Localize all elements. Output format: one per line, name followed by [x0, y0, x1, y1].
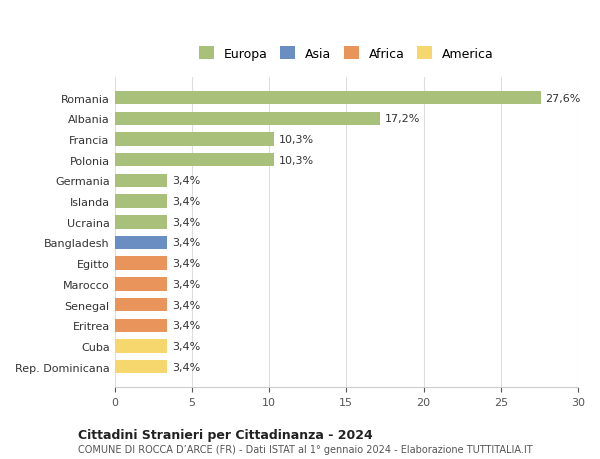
Text: Cittadini Stranieri per Cittadinanza - 2024: Cittadini Stranieri per Cittadinanza - 2…	[78, 428, 373, 441]
Text: 27,6%: 27,6%	[545, 94, 581, 103]
Bar	[115, 298, 167, 312]
Text: 17,2%: 17,2%	[385, 114, 420, 124]
Bar	[115, 319, 167, 332]
Text: 3,4%: 3,4%	[172, 362, 200, 372]
Bar	[115, 174, 167, 188]
Text: 3,4%: 3,4%	[172, 300, 200, 310]
Bar	[115, 236, 167, 250]
Text: 3,4%: 3,4%	[172, 341, 200, 351]
Text: 10,3%: 10,3%	[278, 156, 313, 165]
Text: 3,4%: 3,4%	[172, 238, 200, 248]
Text: 3,4%: 3,4%	[172, 279, 200, 289]
Bar	[115, 360, 167, 374]
Bar	[115, 216, 167, 229]
Text: COMUNE DI ROCCA D’ARCE (FR) - Dati ISTAT al 1° gennaio 2024 - Elaborazione TUTTI: COMUNE DI ROCCA D’ARCE (FR) - Dati ISTAT…	[78, 444, 533, 454]
Bar	[115, 133, 274, 146]
Text: 3,4%: 3,4%	[172, 320, 200, 330]
Bar	[115, 154, 274, 167]
Text: 10,3%: 10,3%	[278, 135, 313, 145]
Bar	[115, 278, 167, 291]
Bar	[115, 195, 167, 208]
Legend: Europa, Asia, Africa, America: Europa, Asia, Africa, America	[195, 44, 497, 65]
Bar	[115, 92, 541, 105]
Bar	[115, 112, 380, 126]
Text: 3,4%: 3,4%	[172, 258, 200, 269]
Bar	[115, 257, 167, 270]
Text: 3,4%: 3,4%	[172, 196, 200, 207]
Bar	[115, 340, 167, 353]
Text: 3,4%: 3,4%	[172, 217, 200, 227]
Text: 3,4%: 3,4%	[172, 176, 200, 186]
